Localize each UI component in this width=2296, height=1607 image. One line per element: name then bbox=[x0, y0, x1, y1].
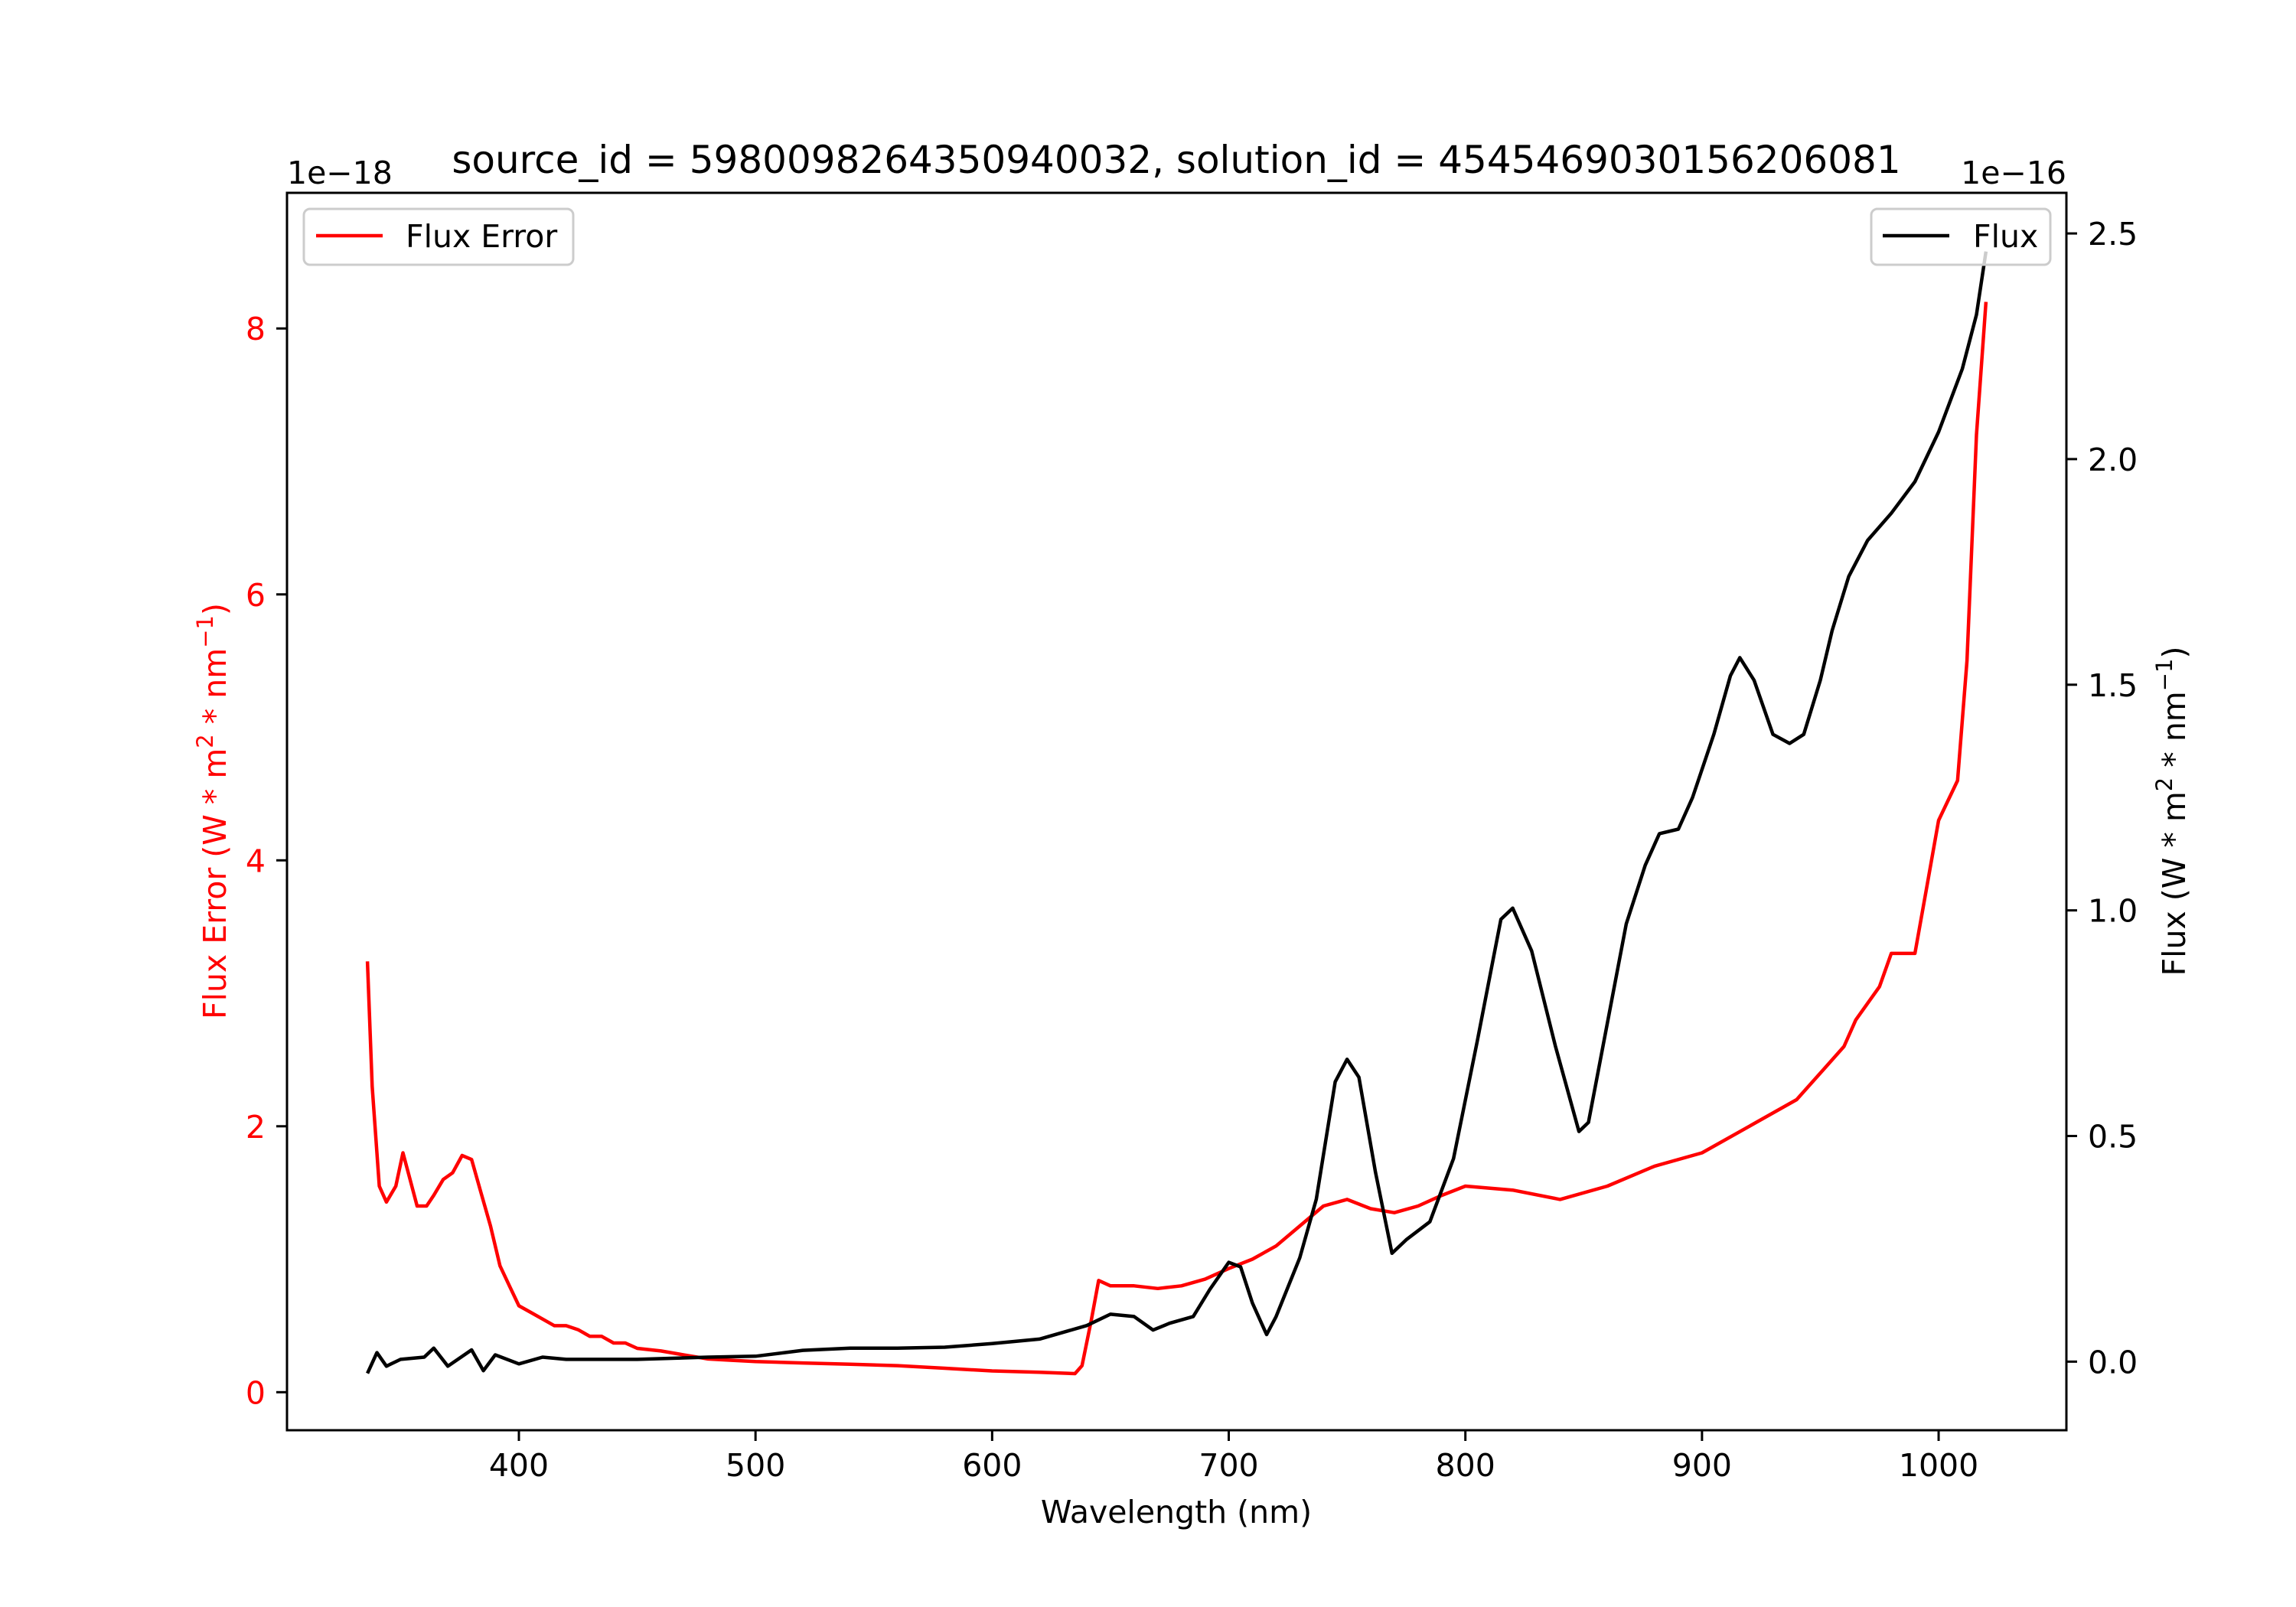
legend-flux-error-label: Flux Error bbox=[406, 218, 557, 255]
right-y-tick-label: 2.0 bbox=[2088, 442, 2138, 478]
axis-label-superscript: 2 bbox=[192, 734, 218, 748]
plot-frame bbox=[285, 191, 2068, 1432]
right-y-tick-label: 1.0 bbox=[2088, 893, 2138, 930]
axis-label-superscript: −1 bbox=[2151, 659, 2177, 692]
x-tick-label: 600 bbox=[962, 1447, 1022, 1484]
left-y-tick-label: 8 bbox=[246, 311, 266, 347]
right-y-tick-label: 0.5 bbox=[2088, 1119, 2138, 1156]
series-line-flux bbox=[366, 251, 1988, 1374]
x-tick-label: 800 bbox=[1436, 1447, 1495, 1484]
chart-title: source_id = 5980098264350940032, solutio… bbox=[452, 138, 1900, 182]
legend-flux: Flux bbox=[1870, 207, 2052, 266]
legend-flux-label: Flux bbox=[1973, 218, 2038, 255]
legend-flux-error: Flux Error bbox=[302, 207, 575, 266]
right-offset-text: 1e−16 bbox=[1961, 155, 2066, 191]
left-y-tick-label: 2 bbox=[246, 1109, 266, 1146]
series-line-flux-error bbox=[365, 302, 1988, 1376]
right-y-tick-label: 1.5 bbox=[2088, 667, 2138, 704]
right-y-tick-label: 2.5 bbox=[2088, 216, 2138, 253]
axis-label-text: * nm bbox=[2156, 691, 2193, 777]
right-y-axis-label: Flux (W * m2 * nm−1) bbox=[2151, 647, 2193, 976]
axis-label-text: ) bbox=[2156, 647, 2193, 659]
left-y-tick-label: 4 bbox=[246, 843, 266, 879]
axis-label-text: Flux (W * m bbox=[2156, 791, 2193, 976]
series-layer bbox=[365, 251, 1988, 1376]
axis-label-text: * nm bbox=[197, 648, 233, 735]
left-offset-text: 1e−18 bbox=[287, 155, 393, 191]
x-tick-label: 900 bbox=[1672, 1447, 1732, 1484]
x-tick-label: 1000 bbox=[1899, 1447, 1978, 1484]
left-y-tick-label: 0 bbox=[246, 1374, 266, 1411]
x-tick-label: 500 bbox=[726, 1447, 785, 1484]
left-y-axis-label: Flux Error (W * m2 * nm−1) bbox=[192, 603, 233, 1019]
axis-label-superscript: 2 bbox=[2151, 777, 2177, 791]
right-y-tick-label: 0.0 bbox=[2088, 1344, 2138, 1380]
x-axis-label: Wavelength (nm) bbox=[1041, 1494, 1312, 1530]
axis-label-text: ) bbox=[197, 603, 233, 615]
left-y-tick-label: 6 bbox=[246, 577, 266, 614]
tick-layer: 400 500 600 700 800 900 1000 0 2 4 6 8 0.0 0.5 1.0 1.5 2… bbox=[246, 216, 2138, 1484]
axis-label-superscript: −1 bbox=[192, 615, 218, 648]
axis-label-text: Flux Error (W * m bbox=[197, 748, 233, 1019]
x-tick-label: 700 bbox=[1199, 1447, 1258, 1484]
x-tick-label: 400 bbox=[489, 1447, 549, 1484]
